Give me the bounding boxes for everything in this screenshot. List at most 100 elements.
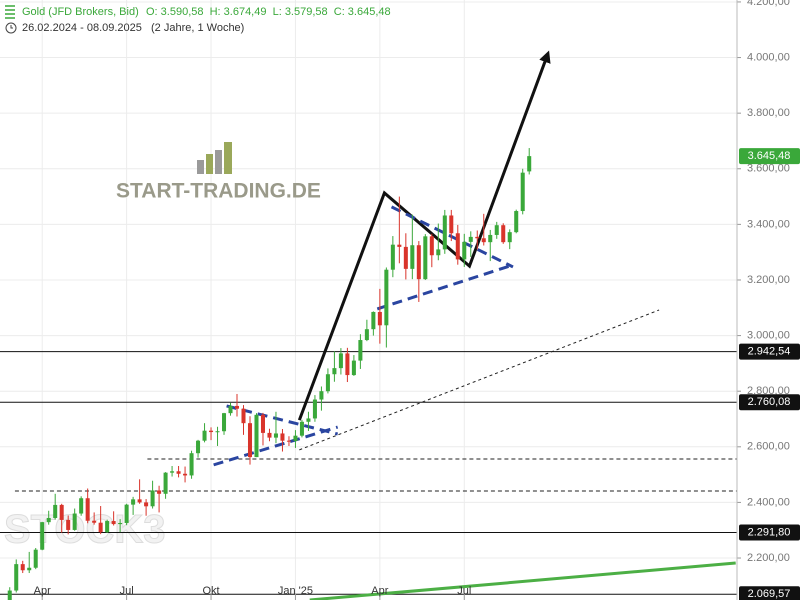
period: 26.02.2024 - 08.09.2025 <box>22 22 142 34</box>
candle-body <box>293 435 298 441</box>
candle-body <box>105 521 110 533</box>
candle-body <box>176 471 181 474</box>
level-label: 2.942,54 <box>748 345 791 357</box>
candle-body <box>429 236 434 256</box>
candle-body <box>46 517 51 523</box>
candle-body <box>462 241 467 260</box>
watermark: START-TRADING.DE <box>116 180 321 203</box>
last-price-label: 3.645,48 <box>748 150 791 162</box>
candle-body <box>131 499 136 505</box>
candle-body <box>33 549 38 568</box>
candle-body <box>325 374 330 392</box>
candle-body <box>53 504 58 518</box>
candle-body <box>514 211 519 233</box>
candle-body <box>332 368 337 375</box>
candle-body <box>468 236 473 242</box>
candle-body <box>85 498 90 521</box>
candle-body <box>170 471 175 473</box>
trendline <box>297 50 551 421</box>
candle-body <box>371 311 376 330</box>
candle-body <box>338 353 343 369</box>
clock-icon <box>5 22 17 34</box>
candle-body <box>7 590 12 600</box>
candle-body <box>27 567 32 571</box>
x-tick-label: Apr <box>371 585 388 597</box>
logo-bar <box>224 142 232 174</box>
candle-body <box>397 244 402 247</box>
header: Gold (JFD Brokers, Bid) O: 3.590,58 H: 3… <box>5 5 391 34</box>
level-box <box>739 343 800 360</box>
axis-panel <box>737 0 800 600</box>
y-tick-label: 2.600,00 <box>747 441 790 453</box>
y-tick-label: 4.000,00 <box>747 51 790 63</box>
candle-body <box>416 245 421 280</box>
candle-body <box>196 440 201 454</box>
y-tick-label: 2.400,00 <box>747 496 790 508</box>
candle-body <box>410 245 415 269</box>
candle-body <box>137 499 142 503</box>
x-tick-label: Jul <box>120 585 134 597</box>
level-box <box>739 524 800 541</box>
trendline <box>213 425 339 467</box>
candle-body <box>488 234 493 243</box>
candle-body <box>222 413 227 432</box>
trendline <box>309 561 736 600</box>
candle-body <box>14 564 19 591</box>
candle-body <box>79 498 84 514</box>
candle-body <box>215 431 220 433</box>
candle-body <box>59 504 64 520</box>
candle-body <box>209 430 214 433</box>
series-icon <box>5 5 15 19</box>
candle-body <box>390 244 395 270</box>
axis: 2.200,00 2.400,00 2.600,00 2.800,00 3.000,00… <box>34 0 800 600</box>
candle-body <box>20 564 25 571</box>
candle-body <box>494 225 499 235</box>
y-tick-label: 2.200,00 <box>747 552 790 564</box>
candle-body <box>260 414 265 433</box>
candle-body <box>202 430 207 441</box>
candle-body <box>40 522 45 550</box>
candle-body <box>157 490 162 494</box>
candle-body <box>442 215 447 250</box>
x-tick-label: Jul <box>457 585 471 597</box>
trendline <box>390 205 514 269</box>
candle-body <box>280 433 285 441</box>
logo-bar <box>206 154 213 174</box>
candle-body <box>475 236 480 239</box>
y-tick-label: 2.800,00 <box>747 385 790 397</box>
candles <box>7 148 532 600</box>
candle-body <box>98 522 103 533</box>
candle-body <box>92 520 97 523</box>
candle-body <box>384 269 389 326</box>
candle-body <box>501 225 506 243</box>
candle-body <box>189 453 194 476</box>
candle-body <box>507 232 512 243</box>
ohlc: O: 3.590,58 H: 3.674,49 L: 3.579,58 C: 3… <box>146 6 391 18</box>
candle-body <box>481 238 486 243</box>
candle-body <box>228 405 233 414</box>
candle-body <box>72 513 77 530</box>
candle-body <box>66 519 71 530</box>
logo <box>197 142 232 174</box>
level-box <box>739 586 800 600</box>
y-tick-label: 3.200,00 <box>747 274 790 286</box>
candle-body <box>306 418 311 422</box>
candle-body <box>377 311 382 326</box>
y-tick-label: 4.200,00 <box>747 0 790 8</box>
drawings <box>0 50 737 600</box>
candle-body <box>234 405 240 409</box>
candle-body <box>351 360 356 376</box>
level-label: 2.291,80 <box>748 526 791 538</box>
candle-body <box>124 504 129 523</box>
candle-body <box>163 472 168 494</box>
candle-body <box>144 502 149 507</box>
x-tick-label: Okt <box>202 585 219 597</box>
candle-body <box>403 246 408 269</box>
candle-body <box>286 440 291 442</box>
candle-body <box>319 391 324 400</box>
x-tick-label: Apr <box>34 585 51 597</box>
candle-body <box>254 414 259 458</box>
